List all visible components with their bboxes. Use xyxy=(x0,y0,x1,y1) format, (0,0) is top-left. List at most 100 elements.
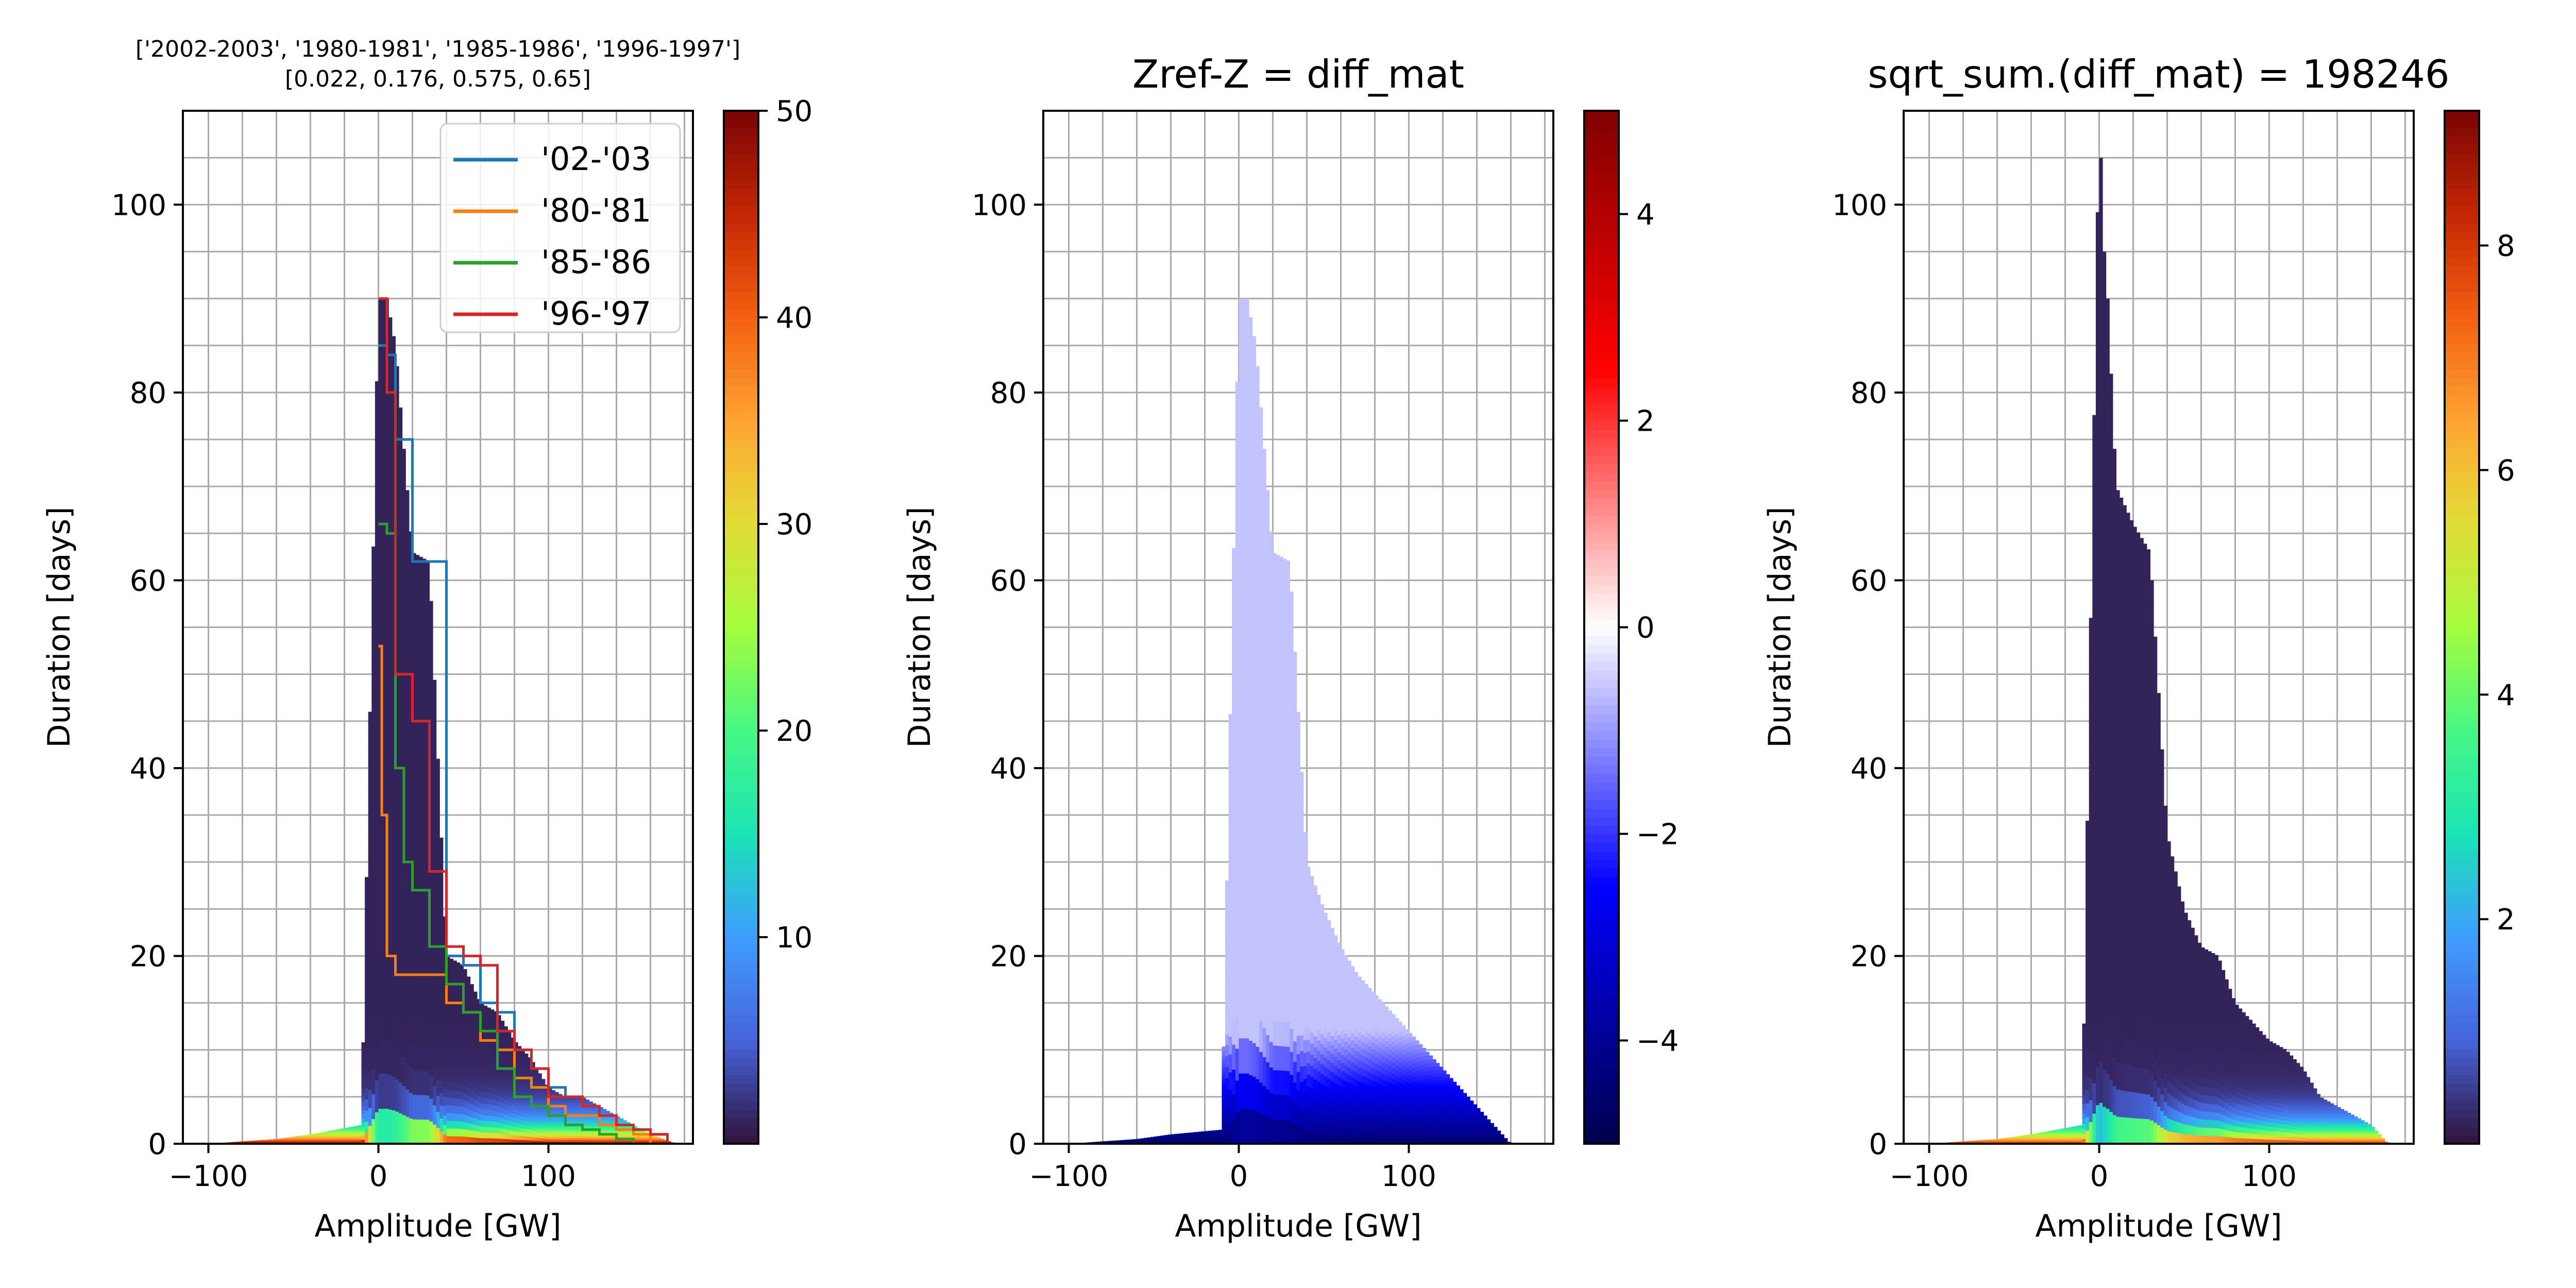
heat-cell xyxy=(293,1141,297,1142)
heat-cell xyxy=(1211,1140,1215,1141)
heat-cell xyxy=(596,1131,600,1133)
heat-cell xyxy=(310,1139,314,1140)
heat-cell xyxy=(1218,1134,1222,1136)
heat-cell xyxy=(531,1103,535,1107)
heat-cell xyxy=(1259,868,1263,899)
heat-cell xyxy=(541,1084,546,1088)
heat-cell xyxy=(467,1046,471,1054)
heat-cell xyxy=(1235,921,1239,954)
heat-cell xyxy=(1269,1016,1273,1042)
heat-cell xyxy=(592,1108,597,1111)
colorbar-segment xyxy=(724,627,758,637)
heat-cell xyxy=(419,556,423,582)
heat-cell xyxy=(341,1129,345,1130)
colorbar-segment xyxy=(724,532,758,542)
heat-cell xyxy=(541,1100,546,1104)
heat-cell xyxy=(606,1128,610,1130)
heat-cell xyxy=(446,1003,450,1012)
heat-cell xyxy=(504,1090,508,1095)
heat-cell xyxy=(456,1045,461,1054)
heat-cell xyxy=(433,970,437,990)
heat-cell xyxy=(344,1137,348,1138)
heat-cell xyxy=(402,738,406,768)
heat-cell xyxy=(337,1139,342,1140)
heat-cell xyxy=(470,1124,474,1131)
heat-cell xyxy=(1239,756,1243,792)
heat-cell xyxy=(1269,557,1273,583)
heat-cell xyxy=(439,927,444,940)
heat-cell xyxy=(1181,1138,1185,1139)
heat-cell xyxy=(552,1132,556,1136)
heat-cell xyxy=(586,1140,590,1142)
heat-cell xyxy=(1235,794,1239,827)
heat-cell xyxy=(477,1138,481,1144)
heat-cell xyxy=(365,1010,369,1022)
heat-cell xyxy=(1256,398,1260,432)
heat-cell xyxy=(528,1082,532,1087)
heat-cell xyxy=(307,1134,311,1136)
heat-cell xyxy=(1208,1131,1212,1133)
heat-cell xyxy=(477,1083,481,1090)
heat-cell xyxy=(412,578,416,603)
heat-cell xyxy=(422,753,427,778)
heat-cell xyxy=(477,1059,481,1066)
heat-cell xyxy=(1205,1136,1209,1138)
heat-cell xyxy=(473,1023,478,1030)
heat-cell xyxy=(354,1129,359,1131)
heat-cell xyxy=(1259,407,1263,439)
heat-cell xyxy=(378,510,382,546)
heat-cell xyxy=(473,1118,478,1125)
heat-cell xyxy=(371,571,376,597)
heat-cell xyxy=(1177,1140,1181,1141)
heat-cell xyxy=(436,1047,440,1064)
colorbar-segment xyxy=(724,868,758,878)
heat-cell xyxy=(569,1128,573,1130)
heat-cell xyxy=(582,1116,586,1120)
heat-cell xyxy=(538,1108,542,1112)
heat-cell xyxy=(361,1076,365,1081)
heat-cell xyxy=(422,948,427,974)
heat-cell xyxy=(354,1140,359,1141)
heat-cell xyxy=(405,762,410,790)
heat-cell xyxy=(409,1092,413,1118)
heat-cell xyxy=(450,1082,454,1090)
heat-cell xyxy=(348,1133,352,1134)
heat-cell xyxy=(470,1104,474,1111)
heat-cell xyxy=(1259,530,1263,562)
colorbar-segment xyxy=(724,945,758,955)
heat-cell xyxy=(504,1050,508,1056)
heat-cell xyxy=(1184,1137,1188,1138)
heat-cell xyxy=(1279,728,1283,753)
heat-cell xyxy=(1222,1123,1226,1128)
heat-cell xyxy=(314,1140,318,1141)
heat-cell xyxy=(490,1093,495,1099)
heat-cell xyxy=(538,1094,542,1097)
heat-cell xyxy=(487,1081,491,1088)
heat-cell xyxy=(382,862,386,898)
heat-cell xyxy=(1245,1003,1249,1039)
heat-cell xyxy=(422,729,427,754)
heat-cell xyxy=(470,1017,474,1025)
heat-cell xyxy=(1201,1139,1205,1140)
heat-cell xyxy=(1245,686,1249,722)
heat-cell xyxy=(433,950,437,970)
heat-cell xyxy=(569,1108,573,1111)
heat-cell xyxy=(531,1082,535,1087)
heat-cell xyxy=(1201,1134,1205,1135)
heat-cell xyxy=(467,1053,471,1061)
heat-cell xyxy=(616,1120,620,1122)
heat-cell xyxy=(463,1136,467,1144)
heat-cell xyxy=(1242,756,1246,792)
heat-cell xyxy=(579,1128,583,1130)
heat-cell xyxy=(497,1053,501,1059)
heat-cell xyxy=(524,1057,529,1062)
heat-cell xyxy=(439,863,444,876)
heat-cell xyxy=(1218,1142,1222,1143)
heat-cell xyxy=(1228,875,1232,894)
heat-cell xyxy=(1273,848,1277,874)
heat-cell xyxy=(545,1126,549,1129)
heat-cell xyxy=(575,1112,580,1115)
heat-cell xyxy=(1256,755,1260,788)
heat-cell xyxy=(1235,445,1239,478)
heat-cell xyxy=(341,1131,345,1133)
